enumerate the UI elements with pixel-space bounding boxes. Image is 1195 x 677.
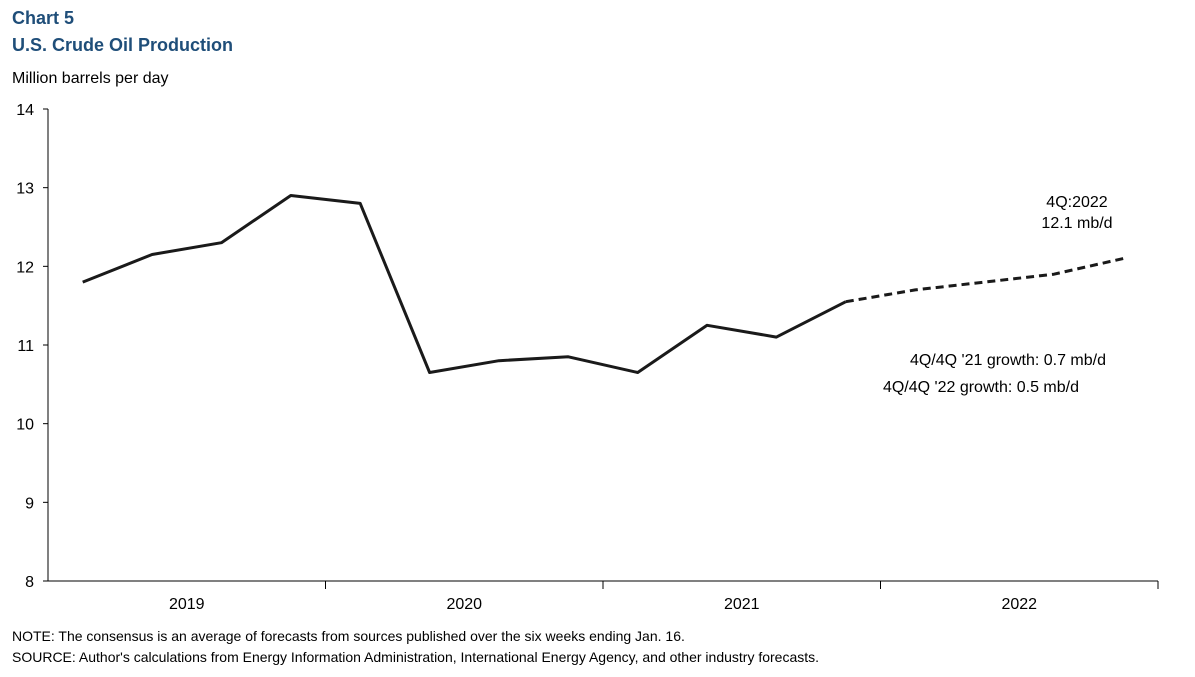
chart-number: Chart 5	[12, 8, 75, 28]
y-tick-label: 13	[16, 181, 34, 198]
growth-2022-annotation: 4Q/4Q '22 growth: 0.5 mb/d	[883, 379, 1079, 396]
actual-line	[82, 194, 847, 374]
x-tick-label: 2020	[446, 596, 482, 613]
y-tick-label: 14	[16, 102, 34, 119]
y-axis-label: Million barrels per day	[12, 70, 169, 87]
x-tick-label: 2022	[1001, 596, 1037, 613]
y-tick-label: 11	[17, 338, 34, 355]
endpoint-annotation-line2: 12.1 mb/d	[1041, 215, 1112, 232]
growth-2021-annotation: 4Q/4Q '21 growth: 0.7 mb/d	[910, 352, 1106, 369]
footnote-note: NOTE: The consensus is an average of for…	[12, 628, 685, 644]
x-tick-label: 2021	[724, 596, 760, 613]
footnote-source: SOURCE: Author's calculations from Energ…	[12, 649, 820, 665]
y-tick-label: 8	[25, 574, 34, 591]
x-tick-label: 2019	[169, 596, 205, 613]
y-tick-label: 12	[16, 259, 34, 276]
chart-title: U.S. Crude Oil Production	[12, 35, 234, 55]
y-tick-label: 10	[16, 417, 34, 434]
y-tick-label: 9	[25, 495, 34, 512]
forecast-line	[845, 257, 1124, 304]
endpoint-annotation-line1: 4Q:2022	[1046, 194, 1107, 211]
